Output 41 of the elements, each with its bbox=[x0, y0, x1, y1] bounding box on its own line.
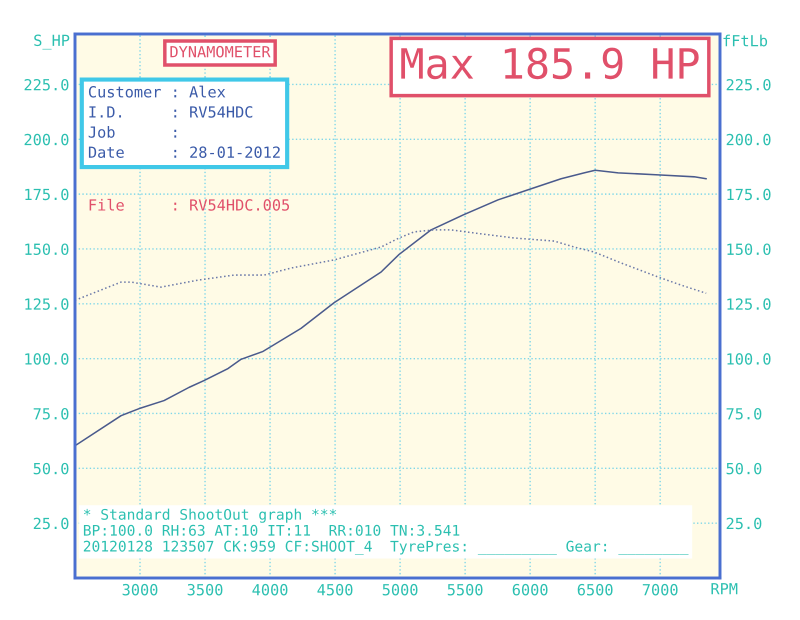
x-tick-label: 4000 bbox=[252, 584, 288, 596]
y-tick-label: 175.0 bbox=[25, 188, 68, 200]
y-tick-label: 200.0 bbox=[24, 134, 68, 146]
annotation: 20120128 123507 CK:959 CF:SHOOT_4 TyrePres: _________ Gear: ________ bbox=[84, 540, 689, 555]
annotation: BP:100.0 RH:63 AT:10 IT:11 RR:010 TN:3.541 bbox=[84, 524, 460, 536]
x-tick-label: 4500 bbox=[317, 584, 352, 596]
line-series bbox=[75, 169, 707, 446]
y2-tick-label: 150.0 bbox=[727, 243, 771, 256]
y-tick-label: 50.0 bbox=[34, 462, 68, 474]
y-tick-label: 225.0 bbox=[24, 78, 68, 91]
y2-axis-title: fFtLb bbox=[723, 34, 768, 46]
x-tick-label: 6500 bbox=[578, 584, 613, 596]
x-tick-label: 5500 bbox=[448, 584, 483, 596]
x-tick-label: 7000 bbox=[642, 584, 678, 596]
x-axis-title: RPM bbox=[711, 583, 738, 594]
annotation: I.D. : RV54HDC bbox=[89, 106, 252, 118]
y2-tick-label: 125.0 bbox=[727, 298, 771, 310]
y-tick-label: 150.0 bbox=[25, 243, 68, 256]
y2-tick-label: 75.0 bbox=[726, 408, 762, 420]
y-tick-label: 125.0 bbox=[25, 298, 68, 310]
y2-tick-label: 50.0 bbox=[726, 462, 762, 474]
y2-tick-label: 175.0 bbox=[727, 188, 771, 200]
annotation: * Standard ShootOut graph *** bbox=[84, 508, 336, 523]
annotation: File : RV54HDC.005 bbox=[90, 198, 290, 211]
x-tick-label: 3500 bbox=[188, 584, 222, 596]
x-tick-label: 5000 bbox=[382, 584, 418, 596]
x-tick-label: 3000 bbox=[122, 584, 158, 596]
text: DYNAMOMETER bbox=[170, 46, 271, 58]
annotation: Job : bbox=[88, 126, 176, 138]
y-axis-title: S_HP bbox=[34, 34, 70, 50]
y-tick-label: 25.0 bbox=[34, 518, 68, 530]
y-tick-label: 100.0 bbox=[25, 353, 68, 365]
chart-subtitle: Max 185.9 HP bbox=[401, 48, 699, 80]
y2-tick-label: 225.0 bbox=[726, 78, 771, 91]
x-tick-label: 6000 bbox=[512, 584, 548, 596]
y2-tick-label: 200.0 bbox=[726, 134, 771, 146]
y2-tick-label: 100.0 bbox=[727, 353, 771, 365]
annotation: Date : 28-01-2012 bbox=[88, 146, 280, 158]
y2-tick-label: 25.0 bbox=[726, 518, 762, 530]
y-tick-label: 75.0 bbox=[34, 408, 68, 420]
annotation: Customer : Alex bbox=[88, 86, 226, 98]
